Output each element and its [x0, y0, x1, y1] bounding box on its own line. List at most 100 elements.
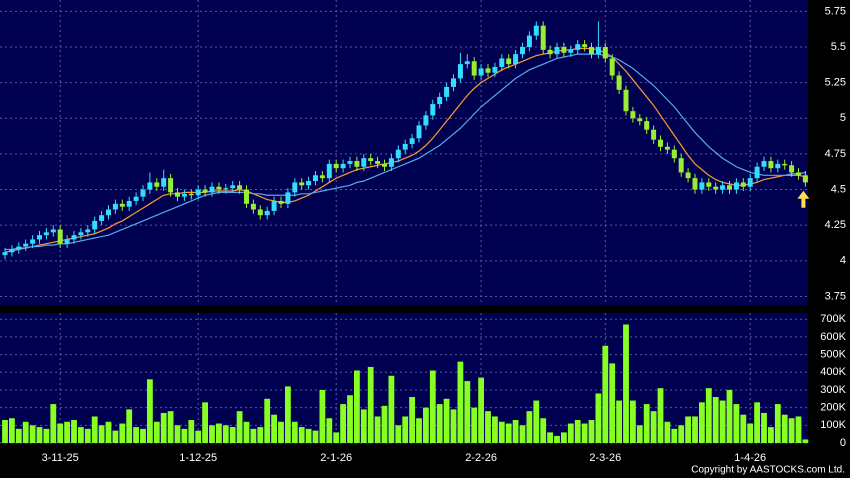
volume-bar — [381, 405, 388, 443]
volume-bar — [29, 425, 36, 443]
volume-bar — [388, 375, 395, 443]
y-tick-label: 300K — [820, 384, 846, 396]
candle-body — [347, 161, 353, 164]
candle-body — [589, 47, 594, 55]
y-tick-label: 500K — [820, 348, 846, 360]
volume-bar — [429, 370, 436, 443]
candle-body — [416, 125, 422, 139]
volume-bar — [802, 439, 809, 443]
candle-body — [554, 47, 560, 55]
candle-body — [313, 175, 318, 182]
y-tick-label: 5.75 — [825, 5, 846, 17]
candle-body — [106, 209, 111, 216]
candle-body — [326, 163, 332, 179]
candle-body — [499, 58, 505, 67]
x-tick-label: 1-12-25 — [179, 452, 217, 464]
x-tick-label: 3-11-25 — [42, 452, 79, 464]
volume-bar — [15, 428, 22, 443]
candle-body — [671, 149, 677, 159]
volume-bar — [781, 414, 788, 443]
volume-bar — [768, 427, 774, 443]
volume-bar — [216, 423, 222, 443]
candle-body — [30, 239, 36, 244]
volume-bar — [84, 428, 91, 443]
candle-body — [437, 96, 443, 105]
candle-body — [706, 182, 712, 187]
candle-body — [250, 203, 256, 210]
volume-bar — [643, 404, 650, 443]
volume-bar — [64, 421, 70, 443]
y-tick-label: 4.75 — [825, 148, 846, 160]
volume-bar — [436, 404, 443, 443]
copyright: Copyright by AASTOCKS.com Ltd. — [691, 465, 845, 476]
volume-bar — [505, 423, 512, 443]
candle-body — [78, 232, 84, 236]
candle-body — [713, 186, 719, 190]
volume-bar — [243, 421, 250, 443]
candle-body — [423, 115, 429, 126]
y-tick-label: 400K — [820, 366, 846, 378]
volume-bar — [498, 421, 505, 443]
volume-bar — [471, 407, 478, 443]
candle-body — [147, 182, 153, 190]
candle-body — [223, 188, 229, 190]
volume-bar — [692, 416, 698, 443]
x-tick-label: 2-3-26 — [589, 452, 621, 464]
volume-bar — [119, 423, 126, 443]
volume-bar — [257, 427, 264, 443]
candle-body — [368, 158, 374, 162]
candle-body — [568, 49, 574, 53]
volume-bar — [512, 420, 519, 443]
candle-body — [202, 189, 208, 193]
volume-bar — [360, 409, 367, 443]
volume-bar — [774, 404, 781, 443]
candle-body — [533, 25, 539, 36]
candle-body — [630, 111, 636, 119]
volume-bar — [699, 402, 705, 443]
candle-body — [789, 165, 795, 173]
volume-bar — [616, 400, 622, 443]
volume-bar — [733, 404, 740, 443]
candle-body — [582, 44, 588, 48]
candle-body — [161, 178, 167, 187]
candle-body — [292, 182, 298, 193]
candle-body — [64, 239, 70, 244]
volume-bar — [181, 428, 188, 443]
volume-bar — [57, 423, 64, 443]
candle-body — [9, 249, 15, 253]
y-tick-label: 0 — [840, 437, 846, 449]
candle-body — [299, 182, 305, 186]
volume-bar — [712, 397, 719, 443]
y-tick-label: 4 — [840, 255, 846, 267]
candle-body — [561, 47, 567, 53]
candle-body — [678, 158, 684, 173]
candle-body — [333, 163, 339, 169]
candle-body — [375, 161, 381, 164]
volume-bar — [533, 400, 540, 443]
candle-body — [119, 203, 125, 207]
volume-bar — [485, 411, 491, 443]
volume-bar — [719, 400, 726, 443]
x-tick-label: 1-4-26 — [734, 452, 766, 464]
volume-bar — [457, 361, 464, 443]
volume-bar — [540, 418, 547, 443]
candle-body — [747, 178, 753, 187]
candle-body — [733, 182, 739, 190]
volume-bar — [202, 402, 208, 443]
volume-bar — [409, 397, 415, 443]
candle-body — [209, 186, 215, 193]
candle-body — [595, 47, 601, 55]
volume-bar — [478, 377, 484, 443]
volume-bar — [464, 381, 471, 443]
volume-bar — [657, 388, 664, 443]
moving-average-line — [4, 47, 806, 253]
volume-bar — [685, 416, 691, 443]
volume-bar — [367, 366, 374, 443]
candle-body — [140, 189, 146, 197]
volume-bar — [2, 420, 8, 443]
candle-body — [513, 54, 519, 65]
volume-bar — [740, 414, 747, 443]
volume-bar — [678, 425, 685, 443]
y-tick-label: 5.25 — [825, 77, 846, 89]
